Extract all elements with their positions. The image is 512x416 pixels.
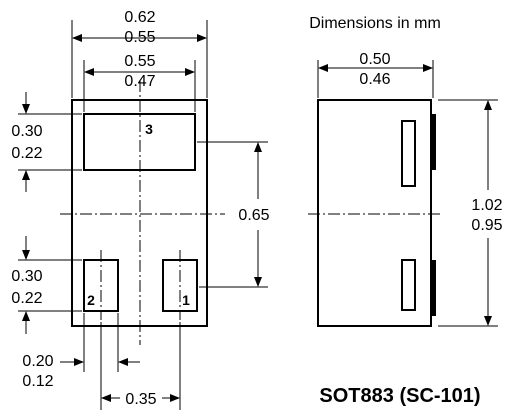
pad-width-max: 0.20: [22, 353, 53, 370]
pitch-horizontal-value: 0.35: [125, 391, 156, 408]
dimension-pitch-vertical: 0.65: [197, 141, 270, 288]
side-terminal-bottom: [430, 260, 436, 316]
overall-width-max: 0.62: [124, 9, 155, 26]
side-width-max: 0.50: [359, 51, 390, 68]
side-width-min: 0.46: [359, 71, 390, 88]
pad-height-max: 0.30: [11, 268, 42, 285]
dimension-pad-height: 0.30 0.22: [11, 236, 82, 334]
pin-label-2: 2: [87, 292, 95, 308]
dimension-pitch-horizontal: 0.35: [100, 322, 181, 410]
side-slot-bottom: [401, 259, 416, 311]
dimension-pad-span: 0.55 0.47: [83, 53, 196, 112]
top-view: 3 2 1 0.62 0.55 0.55 0.47 0.30 0.22: [11, 9, 270, 410]
package-title: SOT883 (SC-101): [319, 385, 480, 407]
dimension-pad-width: 0.20 0.12: [22, 313, 140, 390]
side-slot-top: [401, 120, 416, 187]
pad-span-min: 0.47: [124, 73, 155, 90]
pad3-height-max: 0.30: [11, 123, 42, 140]
overall-width-min: 0.55: [124, 29, 155, 46]
dimension-overall-width: 0.62 0.55: [71, 9, 208, 98]
dimension-pad3-height: 0.30 0.22: [11, 92, 82, 192]
side-terminal-top: [430, 114, 436, 170]
side-length-max: 1.02: [471, 197, 502, 214]
side-view: Dimensions in mm 0.50 0.46 1.02 0.95 SOT…: [308, 15, 503, 407]
side-body-outline: [317, 99, 432, 327]
dimension-side-width: 0.50 0.46: [317, 51, 434, 98]
side-length-min: 0.95: [471, 217, 502, 234]
pad-width-min: 0.12: [22, 373, 53, 390]
pin-label-3: 3: [145, 121, 153, 137]
pad3-height-min: 0.22: [11, 145, 42, 162]
dimensions-note: Dimensions in mm: [309, 15, 441, 32]
dimension-side-length: 1.02 0.95: [438, 99, 503, 327]
pin-label-1: 1: [182, 292, 190, 308]
pitch-vertical-value: 0.65: [238, 207, 269, 224]
pad-span-max: 0.55: [124, 53, 155, 70]
pad-height-min: 0.22: [11, 290, 42, 307]
